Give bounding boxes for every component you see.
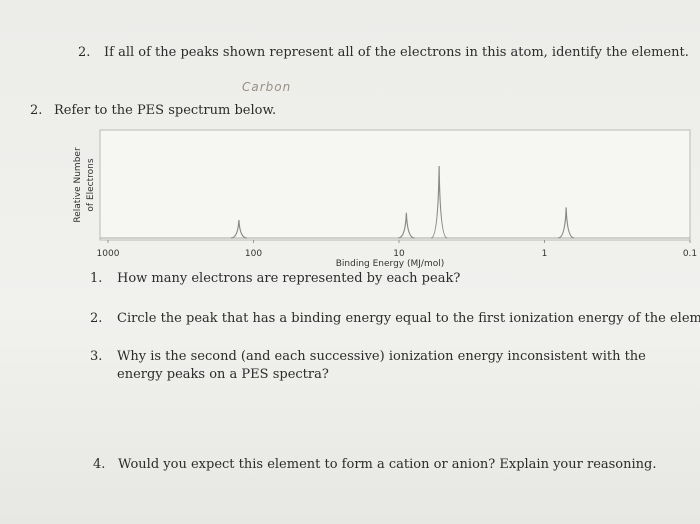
question-number: 1. (90, 271, 103, 286)
x-axis-label: Binding Energy (MJ/mol) (336, 259, 445, 269)
handwritten-answer: Carbon (242, 80, 292, 94)
question-text: Why is the second (and each successive) … (117, 349, 646, 382)
plot-area (99, 129, 691, 241)
question-text: How many electrons are represented by ea… (117, 271, 461, 286)
question-text: If all of the peaks shown represent all … (104, 45, 689, 60)
question-number: 3. (90, 349, 103, 364)
peak (398, 212, 415, 239)
peak (557, 207, 575, 239)
x-tick-label: 100 (245, 249, 262, 259)
question-number: 2. (90, 311, 103, 326)
peak (230, 219, 247, 239)
question-text: Circle the peak that has a binding energ… (117, 311, 700, 326)
x-tick-label: 1 (542, 249, 548, 259)
x-tick-label: 1000 (97, 249, 120, 259)
question-number: 4. (93, 457, 106, 472)
y-axis-label: of Electrons (86, 158, 96, 211)
pes-chart: Relative Number of Electrons Binding Ene… (73, 129, 697, 269)
peak (430, 165, 448, 239)
question-number: 2. (78, 45, 91, 60)
question-text: Would you expect this element to form a … (118, 457, 657, 472)
y-axis-label: Relative Number (73, 147, 83, 223)
x-tick-label: 10 (393, 249, 405, 259)
prompt-text: Refer to the PES spectrum below. (54, 103, 277, 118)
prompt-number: 2. (30, 103, 43, 118)
x-tick-label: 0.1 (683, 249, 697, 259)
